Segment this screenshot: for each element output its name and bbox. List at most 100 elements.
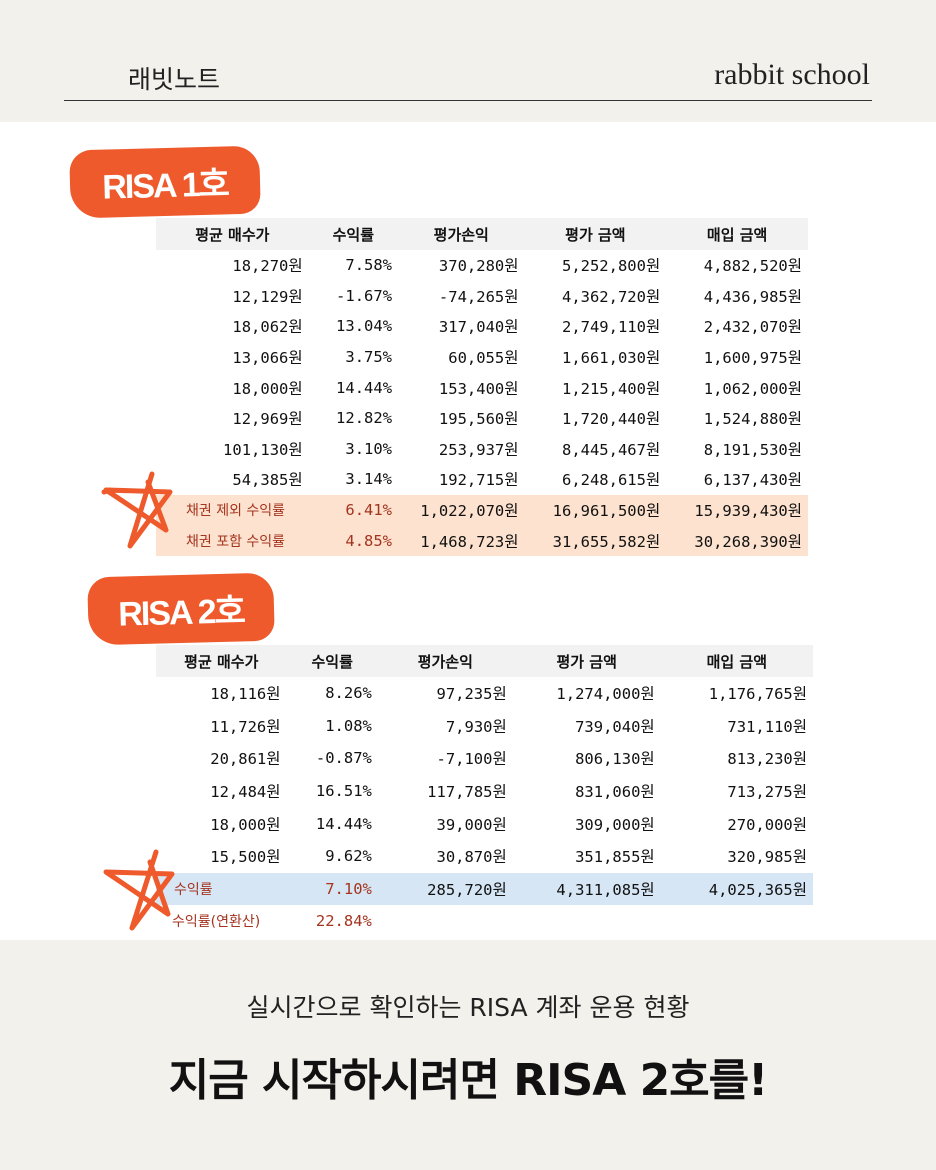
cell-rate: 3.14%	[345, 470, 393, 489]
cell-value: 1,215,400원	[561, 379, 661, 398]
risa2-badge: RISA 2호	[87, 572, 275, 646]
table-row: 18,116원 8.26% 97,235원 1,274,000원 1,176,7…	[156, 677, 813, 710]
brand-logo-korean: 래빗노트	[128, 65, 221, 94]
cell-cost: 813,230원	[727, 750, 807, 769]
cell-pl: 60,055원	[448, 349, 519, 368]
cell-pl: -74,265원	[438, 287, 519, 306]
cell-cost: 6,137,430원	[703, 471, 802, 490]
cell-pl: 253,937원	[438, 440, 519, 459]
column-header: 평가손익	[398, 218, 525, 250]
star-doodle-icon	[103, 849, 175, 931]
annualized-row: 수익률(연환산) 22.84%	[156, 905, 813, 938]
cell-cost: 2,432,070원	[703, 318, 802, 337]
cell-rate: -0.87%	[315, 749, 372, 768]
cell-value: 2,749,110원	[561, 318, 661, 337]
cell-pl: 30,870원	[436, 848, 507, 867]
cell-avg-price: 54,385원	[232, 471, 303, 490]
column-header: 매입 금액	[660, 645, 813, 677]
summary-row-return: 수익률 7.10% 285,720원 4,311,085원 4,025,365원	[156, 872, 813, 906]
summary-rate: 7.10%	[286, 872, 378, 906]
cell-cost: 1,176,765원	[708, 685, 807, 704]
risa1-badge: RISA 1호	[69, 145, 261, 219]
cell-pl: 7,930원	[445, 717, 507, 736]
cell-rate: 12.82%	[336, 409, 393, 428]
cell-cost: 8,191,530원	[703, 440, 802, 459]
cell-value: 309,000원	[575, 815, 655, 834]
cell-pl: 317,040원	[438, 318, 519, 337]
cell-pl: 97,235원	[436, 685, 507, 704]
cell-value: 1,661,030원	[561, 349, 661, 368]
cell-pl: 39,000원	[436, 815, 507, 834]
cell-avg-price: 13,066원	[232, 349, 303, 368]
summary-rate: 6.41%	[308, 494, 399, 526]
cell-avg-price: 18,000원	[232, 379, 303, 398]
table-row: 13,066원 3.75% 60,055원 1,661,030원 1,600,9…	[156, 342, 808, 373]
cell-rate: 3.10%	[345, 439, 393, 458]
cell-cost: 4,436,985원	[703, 287, 802, 306]
footer-headline: 지금 시작하시려면 RISA 2호를!	[168, 1055, 768, 1106]
summary-label: 채권 제외 수익률	[156, 494, 309, 526]
table-row: 18,000원 14.44% 153,400원 1,215,400원 1,062…	[156, 372, 808, 403]
cell-pl: 192,715원	[438, 471, 519, 490]
cell-cost: 1,062,000원	[703, 379, 802, 398]
cell-rate: 14.44%	[315, 814, 372, 833]
summary-pl: 1,022,070원	[398, 494, 525, 526]
cell-avg-price: 12,129원	[232, 287, 303, 306]
cell-avg-price: 12,969원	[232, 410, 303, 429]
summary-value: 16,961,500원	[524, 494, 667, 526]
cell-value: 8,445,467원	[561, 440, 661, 459]
summary-value: 31,655,582원	[524, 525, 667, 556]
cell-value: 5,252,800원	[561, 257, 661, 276]
header-divider	[64, 100, 872, 101]
column-header: 수익률	[308, 218, 399, 250]
cell-value: 351,855원	[575, 848, 655, 867]
annualized-rate: 22.84%	[315, 912, 372, 931]
cell-pl: 153,400원	[438, 379, 519, 398]
column-header: 평가 금액	[524, 218, 667, 250]
cell-value: 4,362,720원	[561, 287, 661, 306]
cell-cost: 320,985원	[727, 848, 807, 867]
table-row: 18,000원 14.44% 39,000원 309,000원 270,000원	[156, 807, 813, 840]
summary-rate: 4.85%	[308, 525, 399, 556]
cell-rate: 3.75%	[345, 348, 393, 367]
table-row: 12,969원 12.82% 195,560원 1,720,440원 1,524…	[156, 403, 808, 434]
cell-rate: 7.58%	[345, 256, 393, 275]
cell-rate: 14.44%	[336, 378, 393, 397]
annualized-label: 수익률(연환산)	[172, 914, 261, 931]
footer-subtitle: 실시간으로 확인하는 RISA 계좌 운용 현황	[246, 993, 690, 1022]
column-header: 평균 매수가	[156, 218, 309, 250]
cell-cost: 4,882,520원	[703, 257, 802, 276]
column-header: 평가손익	[377, 645, 513, 677]
summary-value: 4,311,085원	[512, 872, 661, 906]
cell-avg-price: 101,130원	[223, 440, 303, 459]
table-header-row: 평균 매수가 수익률 평가손익 평가 금액 매입 금액	[156, 218, 808, 250]
table-row: 101,130원 3.10% 253,937원 8,445,467원 8,191…	[156, 434, 808, 465]
cell-rate: 13.04%	[336, 317, 393, 336]
cell-value: 739,040원	[575, 717, 655, 736]
table-row: 54,385원 3.14% 192,715원 6,248,615원 6,137,…	[156, 464, 808, 495]
summary-cost: 15,939,430원	[666, 494, 808, 526]
summary-cost: 30,268,390원	[666, 525, 808, 556]
cell-avg-price: 18,116원	[210, 685, 281, 704]
cell-rate: 16.51%	[315, 782, 372, 801]
table-row: 12,484원 16.51% 117,785원 831,060원 713,275…	[156, 775, 813, 808]
cell-cost: 1,600,975원	[703, 349, 802, 368]
cell-avg-price: 15,500원	[210, 848, 281, 867]
column-header: 평가 금액	[512, 645, 661, 677]
column-header: 수익률	[286, 645, 378, 677]
cell-cost: 270,000원	[727, 815, 807, 834]
cell-avg-price: 18,062원	[232, 318, 303, 337]
cell-rate: 1.08%	[325, 716, 372, 735]
column-header: 매입 금액	[666, 218, 808, 250]
table-row: 20,861원 -0.87% -7,100원 806,130원 813,230원	[156, 742, 813, 775]
header: 래빗노트 rabbit school	[0, 0, 936, 122]
cell-avg-price: 18,000원	[210, 815, 281, 834]
cell-avg-price: 12,484원	[210, 783, 281, 802]
cell-value: 1,274,000원	[556, 685, 655, 704]
cell-rate: 9.62%	[325, 847, 372, 866]
brand-logo-english: rabbit school	[714, 58, 870, 91]
cell-rate: -1.67%	[336, 286, 393, 305]
column-header: 평균 매수가	[156, 645, 287, 677]
table-row: 18,270원 7.58% 370,280원 5,252,800원 4,882,…	[156, 250, 808, 281]
star-doodle-icon	[101, 471, 173, 549]
